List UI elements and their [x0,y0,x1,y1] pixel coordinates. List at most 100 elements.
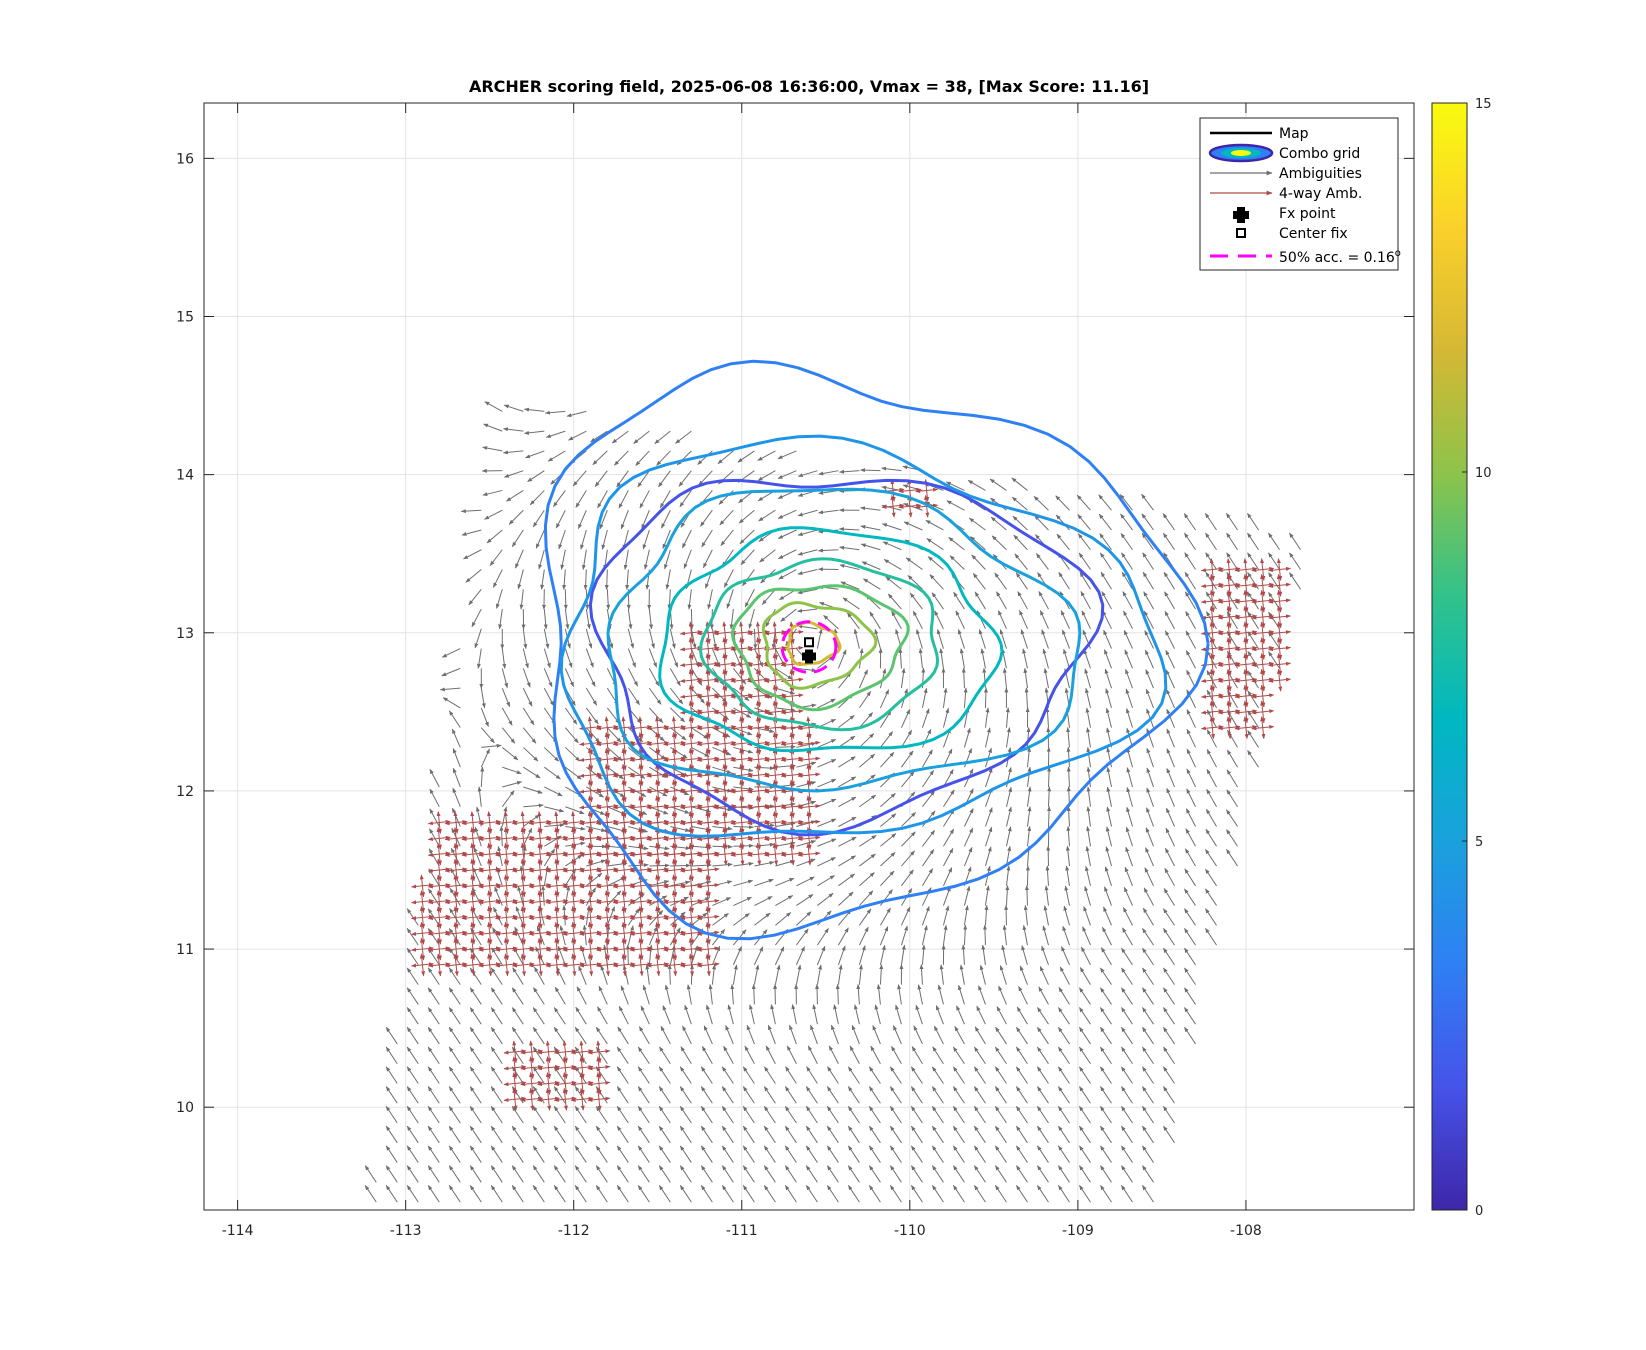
ambiguity-arrow [427,1105,440,1124]
ambiguity-arrow [1037,1086,1049,1104]
ambiguity-arrow [826,1125,839,1144]
ambiguity-arrow [1079,1125,1091,1144]
ambiguity-arrow [1037,1066,1049,1084]
ambiguity-arrow [889,1086,902,1104]
ambiguity-arrow [616,1066,629,1084]
ambiguity-arrow [385,1086,398,1104]
ambiguity-arrow [806,1066,818,1084]
ambiguity-arrow [784,1086,797,1104]
ambiguity-arrow [1016,1066,1028,1084]
y-tick-label: 16 [176,151,194,167]
ambiguity-arrow [575,1006,587,1025]
ambiguity-arrow [889,1185,902,1203]
ambiguity-arrow [640,1005,650,1025]
ambiguity-arrow [786,1045,797,1064]
ambiguity-arrow [448,1185,461,1203]
ambiguity-arrow [1142,1165,1154,1183]
ambiguity-arrow [1058,1046,1070,1064]
ambiguity-arrow [1016,1165,1028,1183]
ambiguity-arrow [868,1145,881,1163]
ambiguity-arrow [427,1165,440,1183]
colorbar-scale [1431,102,1468,1211]
ambiguity-arrow [1100,987,1112,1005]
ambiguity-arrow [763,1145,776,1163]
ambiguity-arrow [679,1105,692,1124]
ambiguity-arrow [1058,1105,1070,1124]
ambiguity-arrow [385,1125,398,1144]
y-tick-label: 15 [176,309,194,325]
ambiguity-arrow [1018,986,1028,1005]
ambiguity-arrow [995,1046,1007,1064]
ambiguity-arrow [1142,1105,1154,1124]
ambiguity-arrow [856,983,861,1005]
ambiguity-arrow [406,1086,419,1104]
ambiguity-arrow [978,985,986,1005]
ambiguity-arrow [642,984,650,1005]
ambiguity-arrow [532,1145,545,1163]
ambiguity-arrow [937,984,944,1005]
ambiguity-arrow [1037,1165,1049,1183]
ambiguity-arrow [1058,1125,1070,1144]
ambiguity-arrow [448,1066,461,1084]
x-tick-label: -114 [222,1223,254,1239]
ambiguity-arrow [931,1145,944,1163]
ambiguity-arrow [973,1185,986,1203]
ambiguity-arrow [1163,987,1175,1005]
ambiguity-arrow [897,984,902,1005]
ambiguity-arrow [532,1026,545,1045]
ambiguity-arrow [533,987,545,1005]
ambiguity-arrow [954,1026,965,1045]
ambiguity-arrow [1121,1046,1133,1064]
ambiguity-arrow [911,1046,923,1064]
ambiguity-arrow [874,1004,881,1025]
ambiguity-arrow [742,1105,755,1124]
ambiguity-arrow [973,1145,986,1163]
ambiguity-arrow [995,1105,1007,1124]
ambiguity-arrow [742,1066,755,1084]
ambiguity-arrow [469,1086,482,1104]
ambiguity-arrow [658,1105,671,1124]
ambiguity-arrow [511,1066,524,1084]
ambiguity-arrow [952,1105,965,1124]
ambiguity-arrow [805,1185,818,1203]
ambiguity-arrow [658,1165,671,1183]
ambiguity-arrow [721,1185,734,1203]
ambiguity-arrow [1058,1165,1070,1183]
ambiguity-arrow [532,1066,545,1084]
ambiguity-arrow [576,986,587,1005]
ambiguity-arrow [742,1145,755,1163]
ambiguity-arrow [385,1046,398,1064]
ambiguity-arrow [448,1105,461,1124]
ambiguity-arrow [1037,1046,1049,1064]
ambiguity-arrow [826,1185,839,1203]
ambiguity-arrow [637,1105,650,1124]
ambiguity-arrow [469,987,482,1005]
ambiguity-arrow [892,1025,902,1045]
ambiguity-arrow [553,1145,566,1163]
ambiguity-arrow [1016,1145,1028,1163]
ambiguity-arrow [448,1086,461,1104]
ambiguity-arrow [973,1105,986,1124]
ambiguity-arrow [952,1145,965,1163]
ambiguity-arrow [427,1066,440,1084]
ambiguity-arrow [847,1086,860,1104]
ambiguity-arrow [973,1066,986,1084]
ambiguity-arrow [868,1125,881,1144]
ambiguity-arrow [638,1026,650,1045]
colorbar-tick-label: 15 [1475,97,1492,112]
ambiguity-arrow [1121,1145,1133,1163]
ambiguity-arrow [1142,1185,1154,1203]
ambiguity-arrow [553,1165,566,1183]
y-tick-label: 13 [176,626,194,642]
ambiguity-arrow [427,1125,440,1144]
ambiguity-arrow [826,1145,839,1163]
ambiguity-arrow [1016,1105,1028,1124]
ambiguity-arrow [686,984,692,1005]
ambiguity-arrow [767,1024,776,1045]
ambiguity-arrow [1058,1026,1070,1045]
y-tick-labels: 10 11 12 13 14 15 16 [176,151,194,1116]
ambiguity-arrow [1121,1007,1133,1025]
ambiguity-arrow [784,1185,797,1203]
ambiguity-arrow [915,1004,923,1025]
